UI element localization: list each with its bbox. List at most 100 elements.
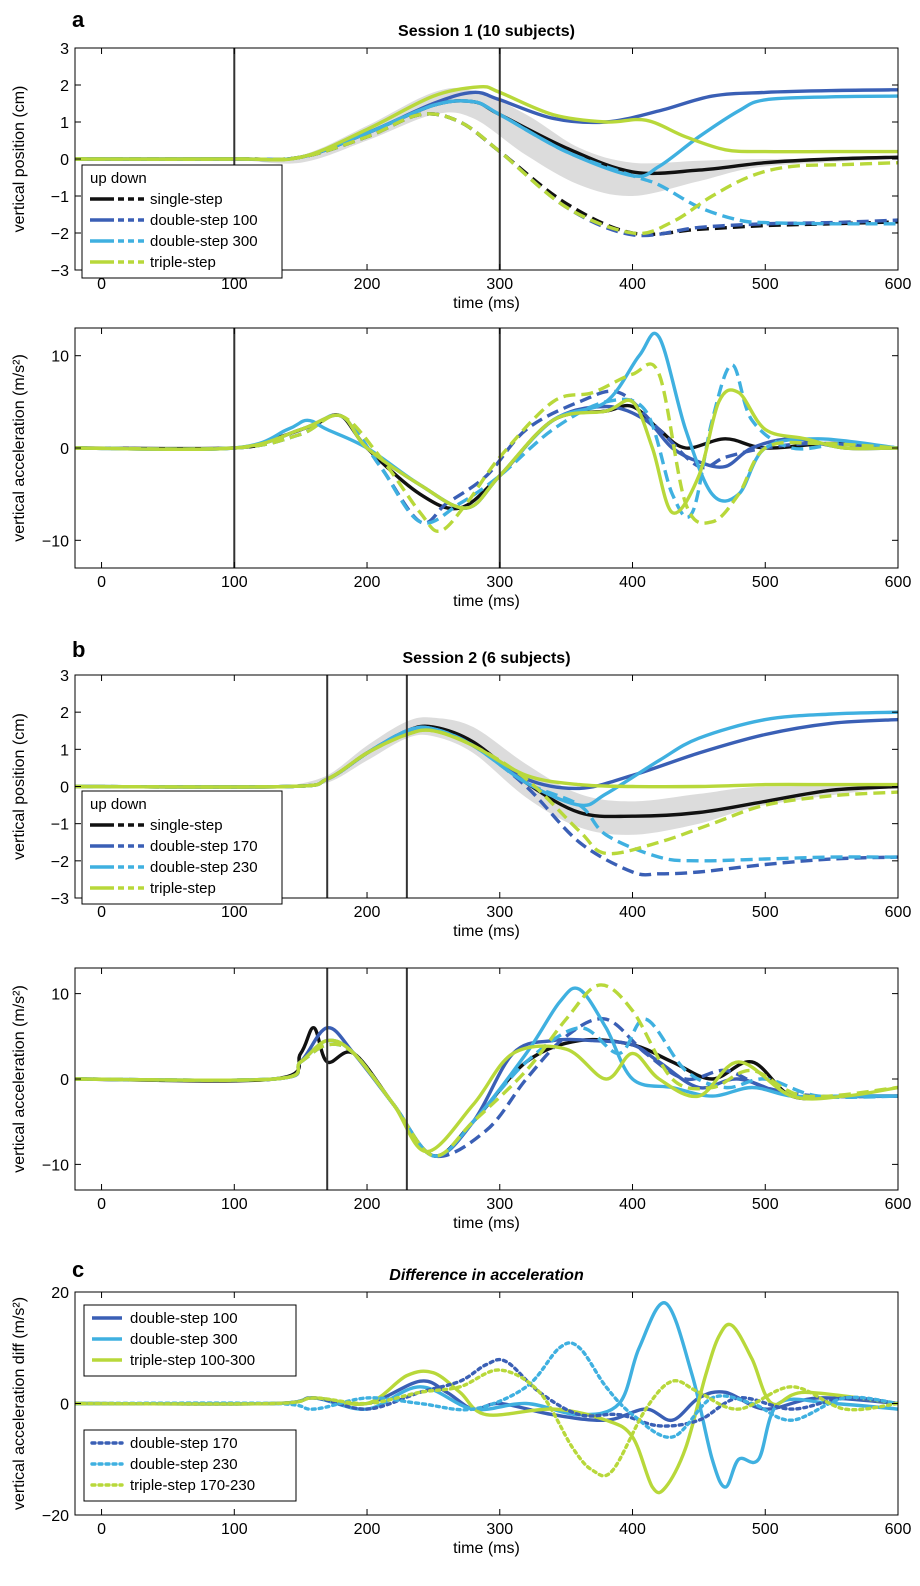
chart-title: Difference in acceleration [389,1267,584,1284]
x-tick-label: 300 [486,574,513,591]
x-axis-label: time (ms) [453,923,520,940]
chart-a-acc: 0 100 200 300 400 500 600 −10 0 10 time (ms) vertic… [11,327,912,610]
y-tick-label: 0 [60,1072,69,1089]
y-tick-label: 2 [60,78,69,95]
y-tick-label: −10 [42,533,69,550]
legend-label: double-step 170 [130,1435,238,1452]
y-tick-label: 3 [60,41,69,58]
legend-label: single-step [150,817,223,834]
variability-band [234,87,898,197]
legend-label: triple-step [150,880,216,897]
y-tick-label: 0 [60,441,69,458]
legend-header: up down [90,796,147,813]
x-axis-label: time (ms) [453,295,520,312]
chart-title: Session 1 (10 subjects) [398,23,575,40]
y-tick-label: 10 [51,349,69,366]
y-tick-label: 0 [60,1397,69,1414]
y-tick-label: 20 [51,1285,69,1302]
x-tick-label: 400 [619,1196,646,1213]
y-tick-label: −2 [51,854,69,871]
y-tick-label: 0 [60,152,69,169]
x-axis-label: time (ms) [453,593,520,610]
legend-label: double-step 230 [130,1456,238,1473]
x-axis-label: time (ms) [453,1540,520,1557]
y-axis-label: vertical position (cm) [11,713,28,860]
chart-title: Session 2 (6 subjects) [402,650,570,667]
legend-label: double-step 170 [150,838,258,855]
x-tick-label: 100 [221,276,248,293]
y-tick-label: 3 [60,668,69,685]
series-line-triple-dashed [75,728,898,856]
panel-letter-a: a [72,7,85,32]
x-tick-label: 600 [885,276,912,293]
x-tick-label: 600 [885,1196,912,1213]
y-tick-label: 1 [60,742,69,759]
x-tick-label: 400 [619,1521,646,1538]
y-axis-label: vertical acceleration diff (m/s²) [11,1297,28,1510]
x-tick-label: 600 [885,1521,912,1538]
x-tick-label: 0 [97,574,106,591]
y-tick-label: 10 [51,987,69,1004]
y-axis-label: vertical position (cm) [11,86,28,233]
x-tick-label: 500 [752,904,779,921]
x-tick-label: 400 [619,574,646,591]
series-line-triple-dashed [75,983,898,1158]
x-tick-label: 600 [885,574,912,591]
y-tick-label: −1 [51,189,69,206]
y-tick-label: −3 [51,891,69,908]
x-tick-label: 100 [221,574,248,591]
chart-b-acc: 0 100 200 300 400 500 600 −10 0 10 time (ms) vertic… [11,967,912,1232]
x-tick-label: 500 [752,1196,779,1213]
x-tick-label: 500 [752,276,779,293]
legend-box [81,790,283,905]
legend-label: double-step 300 [130,1331,238,1348]
x-tick-label: 300 [486,276,513,293]
y-tick-label: 0 [60,780,69,797]
plot-area [75,331,898,533]
x-tick-label: 0 [97,1196,106,1213]
x-tick-label: 500 [752,574,779,591]
legend-box [81,164,283,279]
legend-label: triple-step 100-300 [130,1352,255,1369]
series-line-ds_first-dashed [75,389,898,525]
legend-header: up down [90,170,147,187]
y-tick-label: 2 [60,705,69,722]
chart-b-pos: 0 100 200 300 400 500 600 −3 −2 −1 0 1 2 3 time (ms) ve… [11,650,911,940]
legend-label: triple-step 170-230 [130,1477,255,1494]
series-line-ds_second-solid [75,331,898,510]
y-tick-label: −10 [42,1157,69,1174]
x-tick-label: 200 [354,904,381,921]
y-tick-label: −2 [51,226,69,243]
x-tick-label: 0 [97,1521,106,1538]
x-tick-label: 600 [885,904,912,921]
series-line-ds_second-dotted [75,1341,898,1439]
x-axis-label: time (ms) [453,1215,520,1232]
series-line-triple-dotted [75,1368,898,1478]
y-tick-label: 1 [60,115,69,132]
panel-letter-c: c [72,1257,84,1282]
x-tick-label: 300 [486,904,513,921]
y-axis-label: vertical acceleration (m/s²) [11,354,28,542]
x-tick-label: 400 [619,904,646,921]
plot-area [75,983,898,1159]
legend-label: triple-step [150,254,216,271]
x-tick-label: 300 [486,1196,513,1213]
chart-c-diff: 0 100 200 300 400 500 600 −20 0 20 time (ms) vertic… [11,1267,911,1557]
legend-label: double-step 100 [150,212,258,229]
x-tick-label: 100 [221,1196,248,1213]
x-tick-label: 200 [354,276,381,293]
plot-area [75,710,898,877]
legend: double-step 100 double-step 300 triple-ste… [83,1304,297,1377]
x-tick-label: 200 [354,1196,381,1213]
y-tick-label: −20 [42,1508,69,1525]
legend-label: double-step 300 [150,233,258,250]
x-tick-label: 200 [354,574,381,591]
y-tick-label: −3 [51,263,69,280]
x-tick-label: 0 [97,276,106,293]
chart-a-pos: 0 100 200 300 400 500 600 −3 −2 −1 0 1 2 3 time (ms) ve… [11,23,911,312]
y-tick-label: −1 [51,817,69,834]
x-tick-label: 200 [354,1521,381,1538]
